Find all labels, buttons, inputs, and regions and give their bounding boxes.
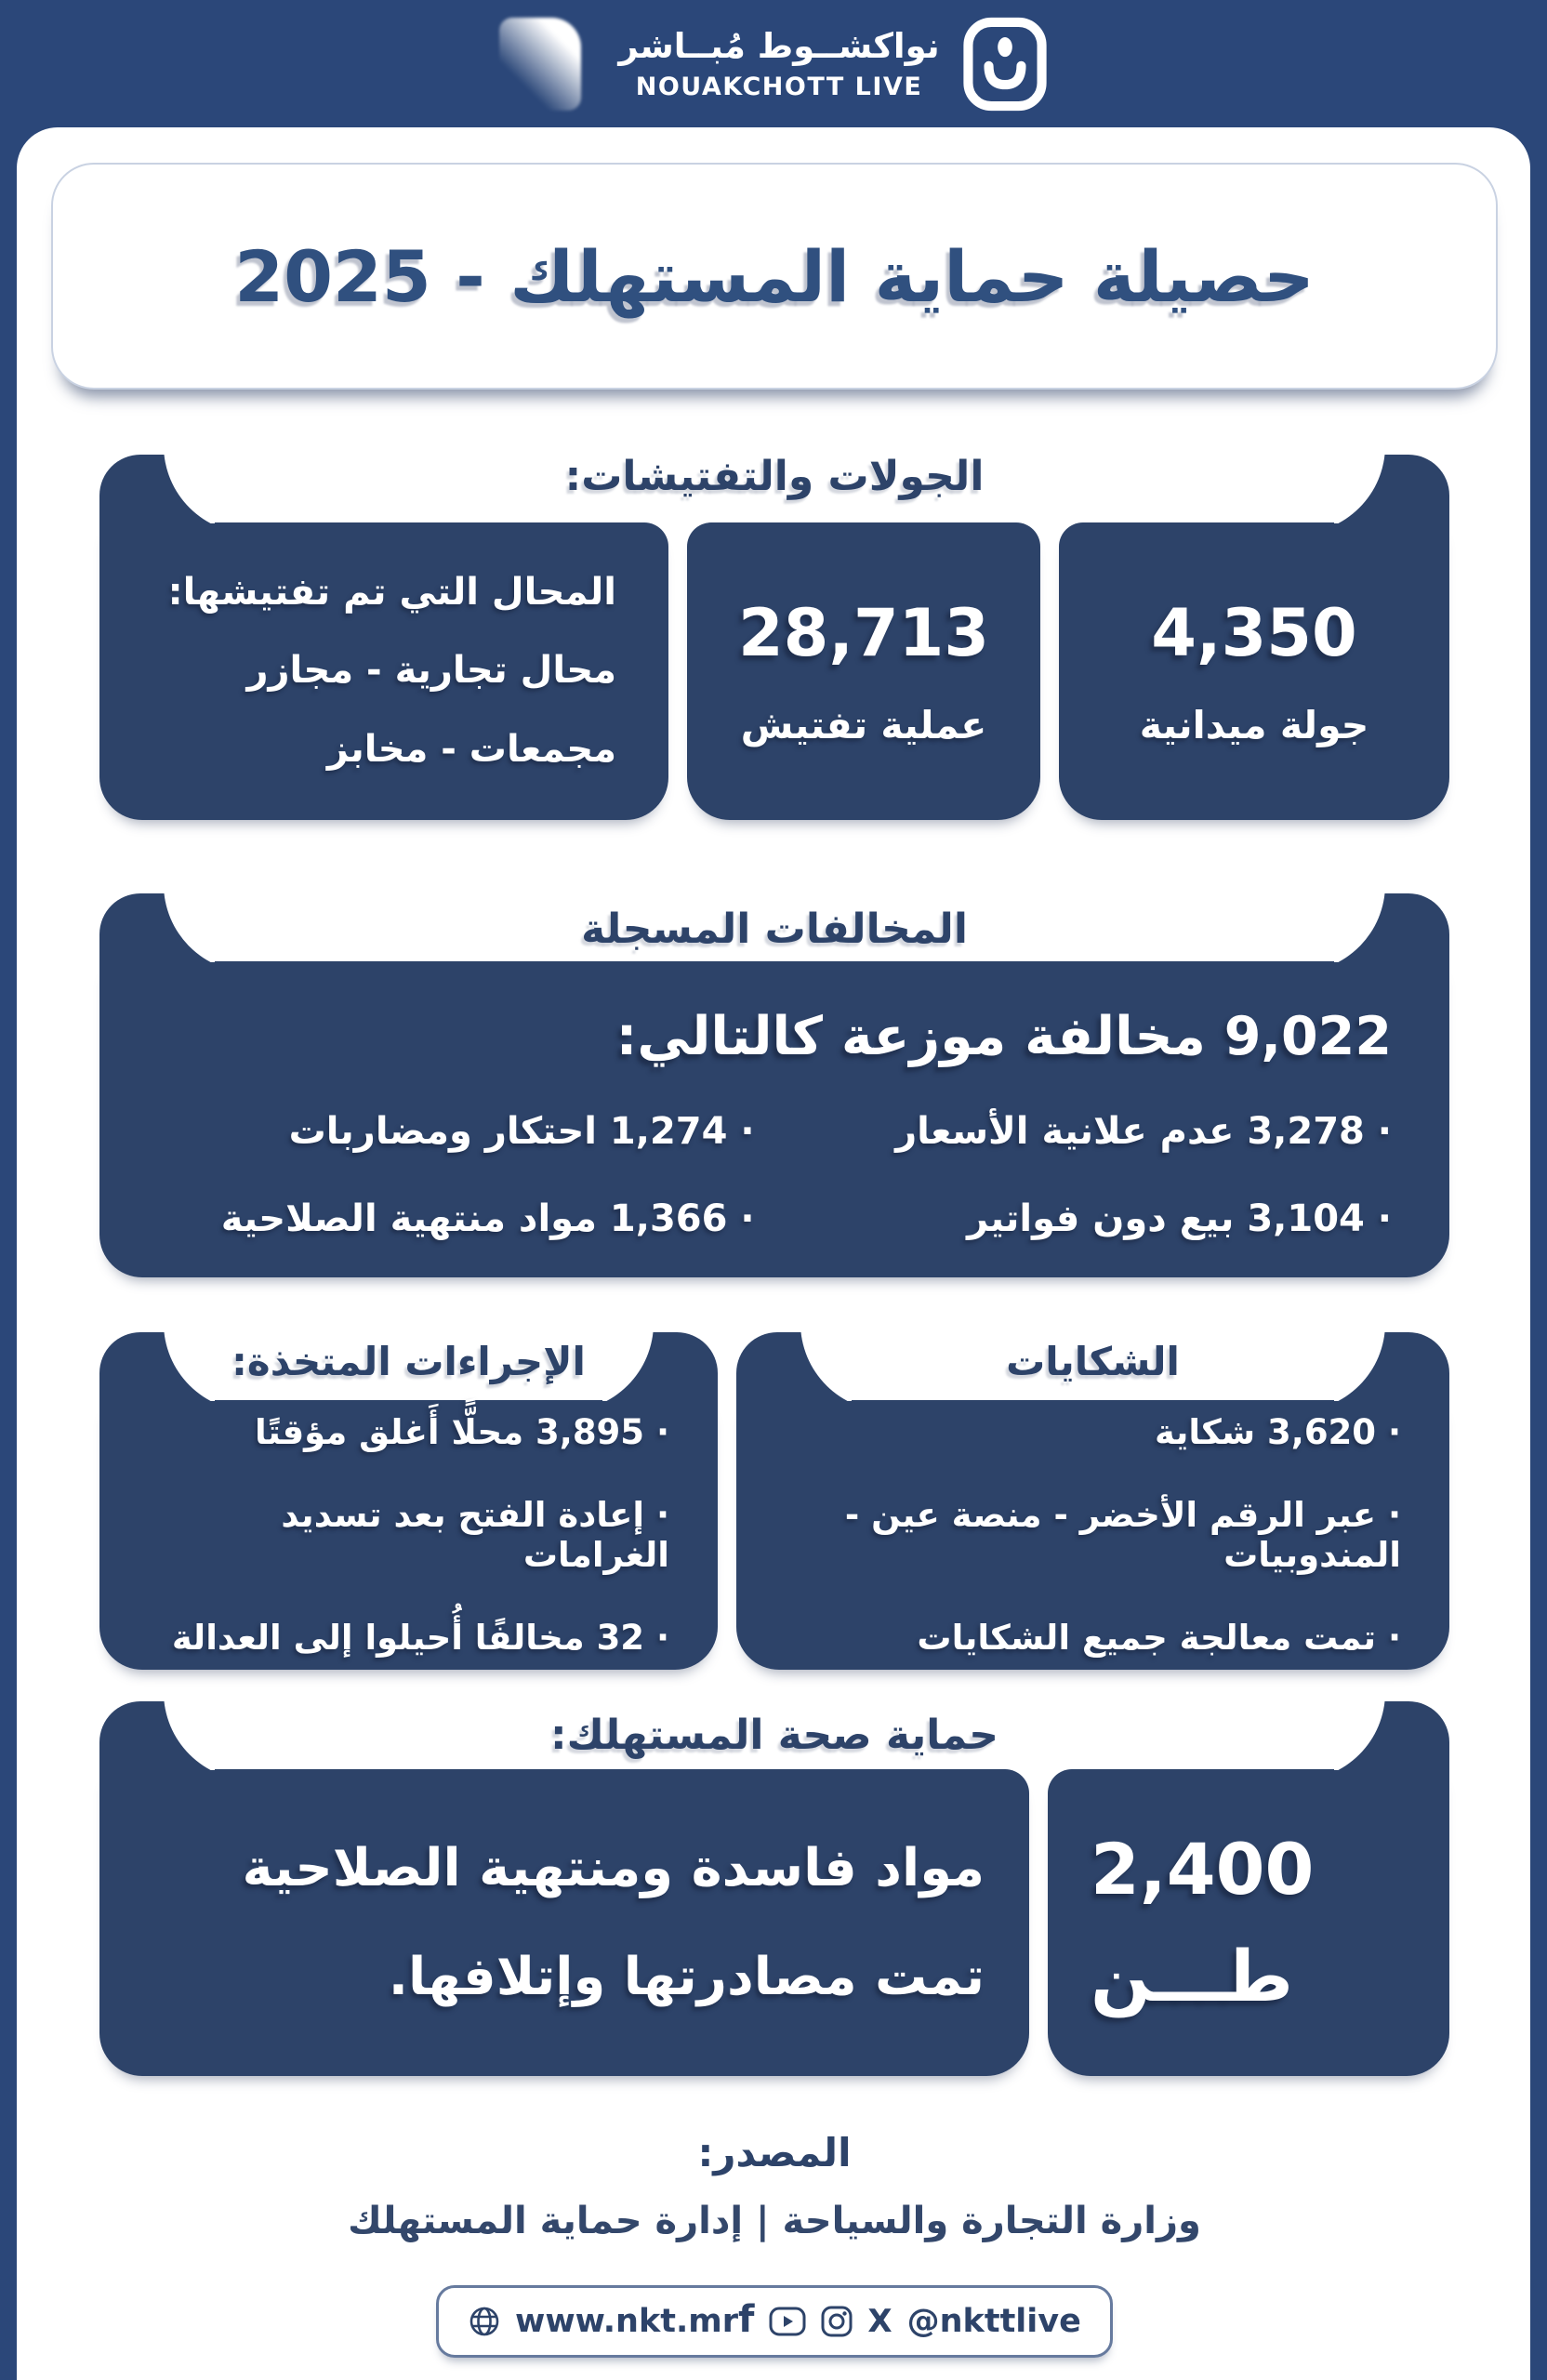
section-top-curve [1334, 892, 1449, 962]
actions-card: الإجراءات المتخذة: 3,895 محلًّا أَغلق مؤ… [99, 1331, 718, 1670]
actions-item: إعادة الفتح بعد تسديد الغرامات [148, 1495, 669, 1575]
facebook-icon[interactable]: f [738, 2298, 755, 2342]
violation-item: 3,104 بيع دون فواتير [783, 1197, 1392, 1240]
violation-item: 3,278 عدم علانية الأسعار [783, 1110, 1392, 1153]
section-top-curve [736, 1331, 852, 1401]
section-violations: المخالفات المسجلة 9,022 مخالفة موزعة كال… [99, 892, 1449, 1277]
health-text-line: مواد فاسدة ومنتهية الصلاحية [242, 1838, 985, 1899]
section-tours: الجولات والتفتيشات: 4,350 جولة ميدانية 2… [99, 453, 1449, 820]
stat-card-inspections: 28,713 عملية تفتيش [687, 522, 1040, 820]
section-top-curve [1334, 454, 1449, 523]
website-link[interactable]: www.nkt.mr [515, 2303, 739, 2341]
inspections-value: 28,713 [737, 594, 990, 671]
source-text: وزارة التجارة والسياحة | إدارة حماية الم… [348, 2200, 1201, 2243]
actions-item: 32 مخالفًا أُحيلوا إلى العدالة [148, 1618, 669, 1658]
inspections-label: عملية تفتيش [740, 702, 987, 747]
health-value: 2,400 [1091, 1828, 1315, 1911]
section-top-curve [99, 1701, 215, 1771]
field-tours-value: 4,350 [1151, 594, 1357, 671]
content-panel: حصيلة حماية المستهلك - 2025 الجولات والت… [17, 127, 1530, 2380]
health-unit: طـــن [1091, 1935, 1293, 2018]
tours-section-title: الجولات والتفتيشات: [564, 453, 985, 500]
section-complaints-actions: الشكايات 3,620 شكاية عبر الرقم الأخضر - … [99, 1331, 1449, 1670]
title-card: حصيلة حماية المستهلك - 2025 [51, 163, 1498, 390]
health-text-card: مواد فاسدة ومنتهية الصلاحية تمت مصادرتها… [99, 1701, 1029, 2077]
x-icon[interactable]: X [867, 2303, 892, 2341]
violations-card: 9,022 مخالفة موزعة كالتالي: 3,278 عدم عل… [99, 892, 1449, 1277]
section-top-curve [602, 1331, 718, 1401]
complaints-item: عبر الرقم الأخضر - منصة عين - المندوبيات [785, 1495, 1401, 1575]
brand-arabic: نواكشــوط مُبــاشر [618, 26, 940, 66]
violation-item: 1,366 مواد منتهية الصلاحية [157, 1197, 755, 1240]
complaints-title: الشكايات [1006, 1338, 1180, 1384]
actions-item: 3,895 محلًّا أَغلق مؤقتًا [148, 1412, 669, 1452]
section-top-curve [99, 454, 215, 523]
logo-glow-shape [499, 17, 582, 111]
page-title: حصيلة حماية المستهلك - 2025 [234, 234, 1315, 318]
social-group: f X @nkttlive [738, 2298, 1081, 2342]
section-top-curve [1334, 1701, 1449, 1771]
health-section-title: حماية صحة المستهلك: [550, 1711, 998, 1759]
stat-card-field-tours: 4,350 جولة ميدانية [1059, 454, 1449, 820]
footer-bar: www.nkt.mr f X @n [436, 2285, 1113, 2359]
source-label: المصدر: [697, 2130, 852, 2176]
brand-wordmark: نواكشــوط مُبــاشر NOUAKCHOTT LIVE [618, 26, 939, 101]
inspected-shops-line: محال تجارية - مجازر [246, 649, 616, 693]
website-group: www.nkt.mr [469, 2303, 738, 2340]
youtube-icon[interactable] [769, 2307, 806, 2336]
instagram-icon[interactable] [821, 2306, 853, 2337]
inspected-shops-line: مجمعات - مخابز [326, 728, 616, 772]
section-health: حماية صحة المستهلك: 2,400 طـــن مواد فاس… [99, 1701, 1449, 2077]
violation-item: 1,274 احتكار ومضاربات [157, 1110, 755, 1153]
complaints-item: 3,620 شكاية [785, 1412, 1401, 1452]
health-text-line: تمت مصادرتها وإتلافها. [388, 1947, 985, 2008]
brand-english: NOUAKCHOTT LIVE [635, 73, 923, 101]
section-top-curve [99, 892, 215, 962]
section-top-curve [1334, 1331, 1449, 1401]
inspected-shops-line: المحال التي تم تفتيشها: [167, 570, 616, 614]
complaints-item: تمت معالجة جميع الشكايات [785, 1618, 1401, 1658]
social-handle[interactable]: @nkttlive [906, 2303, 1081, 2341]
footer: المصدر: وزارة التجارة والسياحة | إدارة ح… [99, 2130, 1449, 2359]
field-tours-label: جولة ميدانية [1139, 702, 1369, 747]
violations-section-title: المخالفات المسجلة [581, 905, 968, 953]
inspected-shops-card: المحال التي تم تفتيشها: محال تجارية - مج… [99, 454, 668, 820]
actions-title: الإجراءات المتخذة: [231, 1338, 586, 1384]
health-value-card: 2,400 طـــن [1048, 1701, 1449, 2077]
violations-heading: 9,022 مخالفة موزعة كالتالي: [615, 1005, 1392, 1067]
complaints-actions-row: الشكايات 3,620 شكاية عبر الرقم الأخضر - … [99, 1331, 1449, 1670]
violations-list: 3,278 عدم علانية الأسعار 1,274 احتكار وم… [157, 1110, 1392, 1240]
section-top-curve [99, 1331, 215, 1401]
complaints-card: الشكايات 3,620 شكاية عبر الرقم الأخضر - … [736, 1331, 1449, 1670]
brand-logo: نواكشــوط مُبــاشر NOUAKCHOTT LIVE [499, 16, 1047, 112]
globe-icon [469, 2306, 500, 2337]
top-band: نواكشــوط مُبــاشر NOUAKCHOTT LIVE [0, 0, 1547, 127]
nouakchott-live-mark-icon [962, 16, 1048, 112]
health-cards-row: 2,400 طـــن مواد فاسدة ومنتهية الصلاحية … [99, 1701, 1449, 2077]
tours-cards-row: 4,350 جولة ميدانية 28,713 عملية تفتيش ال… [99, 454, 1449, 820]
